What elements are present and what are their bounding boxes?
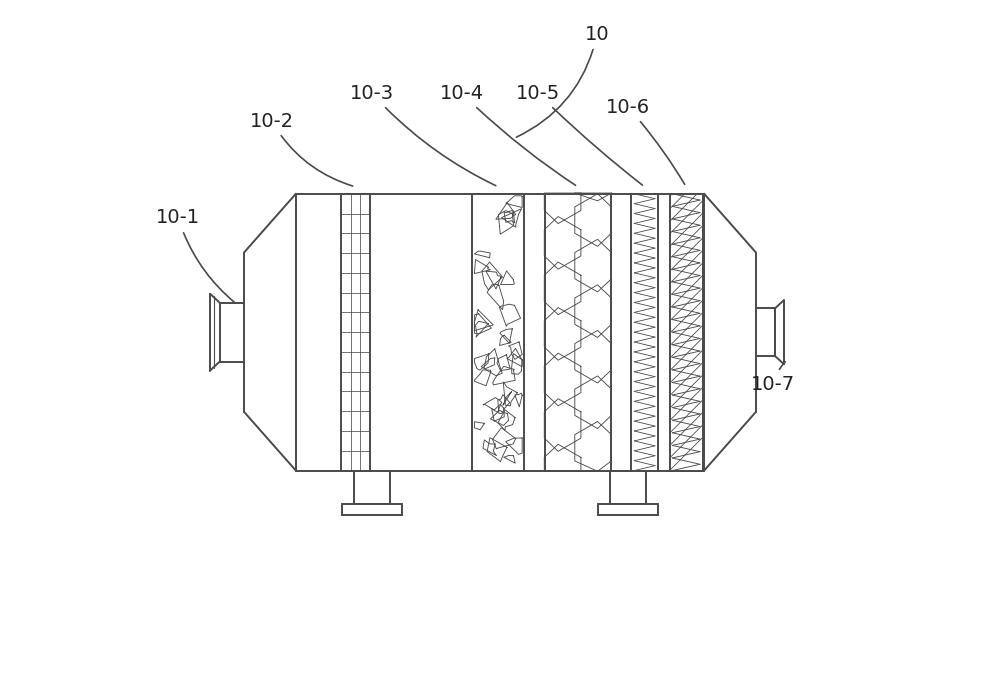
Text: 10-6: 10-6 [606,98,685,185]
Text: 10-2: 10-2 [250,111,353,186]
Bar [631,194,658,471]
Text: 10-7: 10-7 [751,362,795,394]
Bar [610,471,646,504]
Text: 10-1: 10-1 [156,208,235,302]
Bar [341,194,370,471]
Text: 10: 10 [516,25,609,137]
Bar [598,504,658,515]
Text: 10-4: 10-4 [440,84,576,185]
Text: 10-5: 10-5 [516,84,642,185]
Bar [472,194,524,471]
Bar [354,471,390,504]
Bar [342,504,402,515]
Bar [545,194,611,471]
Text: 10-3: 10-3 [350,84,496,185]
Bar [670,194,703,471]
